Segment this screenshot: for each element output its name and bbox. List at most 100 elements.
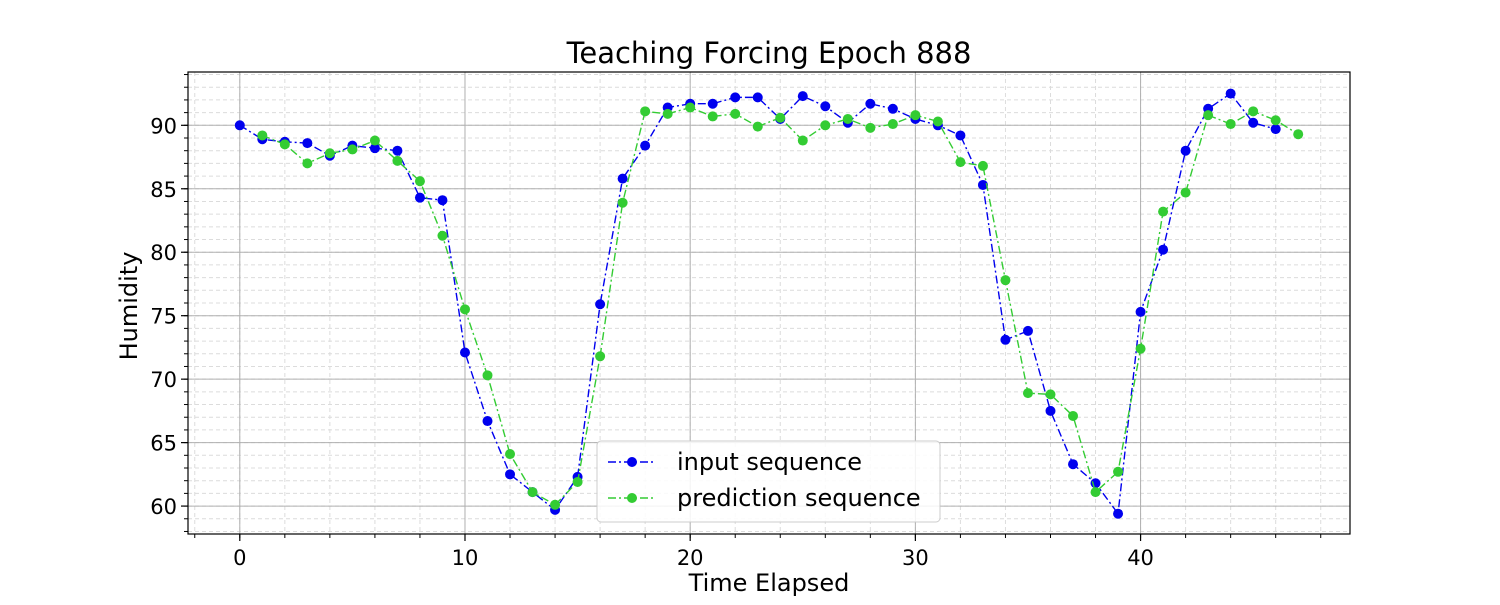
- data-point: [932, 116, 943, 127]
- ticks-layer: 0 10 20 30 40 60 65 70 75 80 85 90: [150, 74, 1322, 570]
- data-point: [707, 111, 718, 122]
- data-point: [1068, 459, 1079, 470]
- data-point: [1225, 88, 1236, 99]
- data-point: [640, 106, 651, 117]
- data-point: [302, 138, 313, 149]
- data-point: [1203, 110, 1214, 121]
- x-tick-label: 0: [233, 546, 246, 570]
- data-point: [977, 179, 988, 190]
- data-point: [1113, 508, 1124, 519]
- data-point: [955, 130, 966, 141]
- data-point: [775, 112, 786, 123]
- data-point: [752, 92, 763, 103]
- data-point: [1068, 410, 1079, 421]
- data-point: [1022, 388, 1033, 399]
- data-point: [1090, 478, 1101, 489]
- series-layer: [234, 88, 1304, 519]
- data-point: [572, 476, 583, 487]
- data-point: [730, 108, 741, 119]
- legend-entry: prediction sequence: [608, 484, 921, 512]
- data-point: [437, 230, 448, 241]
- legend-box: [596, 440, 941, 523]
- data-point: [1270, 124, 1281, 135]
- data-point: [1180, 145, 1191, 156]
- data-point: [392, 155, 403, 166]
- data-point: [887, 119, 898, 130]
- data-point: [1022, 325, 1033, 336]
- y-axis-label: Humidity: [115, 252, 143, 361]
- data-point: [234, 120, 245, 131]
- data-point: [1158, 206, 1169, 217]
- data-point: [369, 135, 380, 146]
- x-tick-label: 10: [452, 546, 479, 570]
- data-point: [640, 140, 651, 151]
- data-point: [887, 103, 898, 114]
- data-point: [1045, 389, 1056, 400]
- series-prediction: [257, 102, 1304, 510]
- data-point: [414, 176, 425, 187]
- data-point: [977, 160, 988, 171]
- data-point: [482, 416, 493, 427]
- x-tick-label: 40: [1127, 546, 1154, 570]
- legend-marker: [627, 493, 637, 503]
- data-point: [595, 299, 606, 310]
- data-point: [1045, 405, 1056, 416]
- data-point: [482, 370, 493, 381]
- data-point: [1113, 466, 1124, 477]
- data-point: [1090, 487, 1101, 498]
- data-point: [505, 469, 516, 480]
- y-tick-label: 75: [150, 305, 177, 329]
- data-point: [595, 351, 606, 362]
- data-point: [505, 449, 516, 460]
- series-input: [234, 88, 1281, 519]
- x-axis-label: Time Elapsed: [688, 569, 850, 597]
- data-point: [437, 195, 448, 206]
- chart-title: Teaching Forcing Epoch 888: [566, 36, 972, 70]
- data-point: [1135, 343, 1146, 354]
- data-point: [820, 101, 831, 112]
- legend-label: prediction sequence: [677, 484, 921, 512]
- x-tick-label: 20: [677, 546, 704, 570]
- data-point: [324, 148, 335, 159]
- data-point: [279, 139, 290, 150]
- legend-entry: input sequence: [608, 448, 862, 476]
- data-point: [1270, 115, 1281, 126]
- data-point: [707, 98, 718, 109]
- legend-label: input sequence: [677, 448, 862, 476]
- data-point: [369, 143, 380, 154]
- data-point: [617, 197, 628, 208]
- data-point: [550, 499, 561, 510]
- data-point: [685, 102, 696, 113]
- data-point: [955, 157, 966, 168]
- x-tick-label: 30: [902, 546, 929, 570]
- legend: input sequence prediction sequence: [596, 440, 941, 523]
- data-point: [1248, 117, 1259, 128]
- data-point: [1000, 275, 1011, 286]
- data-point: [459, 304, 470, 315]
- legend-marker: [627, 457, 637, 467]
- data-point: [797, 135, 808, 146]
- data-point: [1180, 187, 1191, 198]
- data-point: [459, 347, 470, 358]
- data-point: [752, 121, 763, 132]
- data-point: [730, 92, 741, 103]
- data-point: [820, 120, 831, 131]
- data-point: [1248, 106, 1259, 117]
- data-point: [797, 91, 808, 102]
- data-point: [257, 130, 268, 141]
- data-point: [1225, 119, 1236, 130]
- y-tick-label: 65: [150, 432, 177, 456]
- data-point: [617, 173, 628, 184]
- data-point: [865, 122, 876, 133]
- y-tick-label: 90: [150, 114, 177, 138]
- data-point: [1158, 244, 1169, 255]
- y-tick-label: 70: [150, 368, 177, 392]
- data-point: [842, 113, 853, 124]
- data-point: [1135, 306, 1146, 317]
- y-tick-label: 60: [150, 495, 177, 519]
- data-point: [347, 144, 358, 155]
- data-point: [527, 487, 538, 498]
- y-tick-label: 80: [150, 241, 177, 265]
